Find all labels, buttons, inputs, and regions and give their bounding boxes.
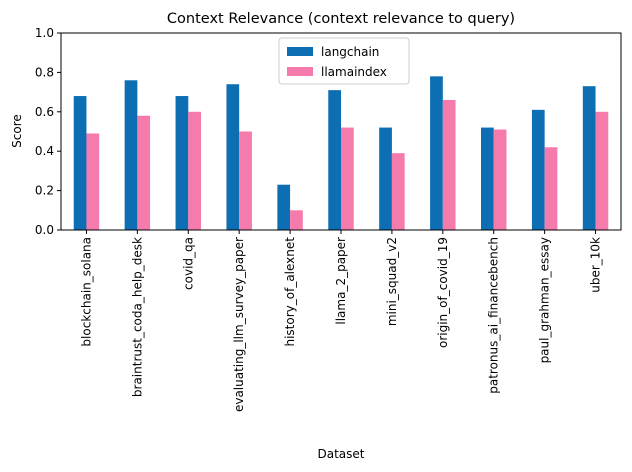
legend: langchain llamaindex	[279, 38, 409, 84]
x-tick-label: llama_2_paper	[334, 237, 348, 325]
x-axis: blockchain_solana braintrust_coda_help_de…	[79, 230, 602, 412]
x-tick-label: evaluating_llm_survey_paper	[232, 237, 246, 412]
bar-llamaindex-braintrust_coda_help_desk	[137, 116, 150, 230]
bar-langchain-blockchain_solana	[74, 96, 87, 230]
bar-langchain-patronus_ai_financebench	[481, 128, 494, 230]
y-tick-label: 0.0	[35, 223, 54, 237]
legend-label-langchain: langchain	[321, 45, 379, 59]
x-tick-label: mini_squad_v2	[385, 237, 399, 326]
legend-swatch-llamaindex	[287, 67, 313, 76]
bar-llamaindex-origin_of_covid_19	[443, 100, 456, 230]
chart-title: Context Relevance (context relevance to …	[167, 11, 515, 27]
x-axis-label: Dataset	[318, 447, 365, 461]
x-tick-label: patronus_ai_financebench	[487, 237, 501, 394]
x-tick-label: history_of_alexnet	[283, 237, 297, 347]
y-axis-label: Score	[10, 114, 24, 148]
x-tick-label: paul_grahman_essay	[538, 237, 552, 363]
x-tick-label: covid_qa	[181, 237, 195, 290]
bar-langchain-mini_squad_v2	[379, 128, 392, 230]
bar-llamaindex-paul_grahman_essay	[545, 147, 558, 230]
bar-llamaindex-history_of_alexnet	[290, 210, 303, 230]
bar-langchain-covid_qa	[176, 96, 189, 230]
bar-langchain-braintrust_coda_help_desk	[125, 80, 138, 230]
bar-llamaindex-blockchain_solana	[86, 133, 99, 230]
y-axis: 0.0 0.2 0.4 0.6 0.8 1.0	[35, 26, 61, 237]
y-tick-label: 0.4	[35, 144, 54, 158]
legend-label-llamaindex: llamaindex	[321, 65, 387, 79]
bar-llamaindex-covid_qa	[188, 112, 201, 230]
x-tick-label: blockchain_solana	[79, 237, 93, 347]
bar-langchain-uber_10k	[583, 86, 596, 230]
bar-langchain-llama_2_paper	[328, 90, 341, 230]
bar-langchain-origin_of_covid_19	[430, 76, 443, 230]
bar-llamaindex-uber_10k	[596, 112, 609, 230]
x-tick-label: uber_10k	[589, 237, 603, 293]
bar-llamaindex-mini_squad_v2	[392, 153, 405, 230]
bar-langchain-history_of_alexnet	[277, 185, 290, 230]
bar-llamaindex-evaluating_llm_survey_paper	[239, 132, 252, 231]
y-tick-label: 0.6	[35, 105, 54, 119]
bar-llamaindex-patronus_ai_financebench	[494, 130, 507, 230]
x-tick-label: braintrust_coda_help_desk	[130, 237, 144, 397]
bars-layer	[74, 76, 609, 230]
y-tick-label: 1.0	[35, 26, 54, 40]
y-tick-label: 0.8	[35, 65, 54, 79]
bar-llamaindex-llama_2_paper	[341, 128, 354, 230]
x-tick-label: origin_of_covid_19	[436, 237, 450, 348]
bar-langchain-evaluating_llm_survey_paper	[226, 84, 239, 230]
bar-langchain-paul_grahman_essay	[532, 110, 545, 230]
legend-swatch-langchain	[287, 47, 313, 56]
y-tick-label: 0.2	[35, 184, 54, 198]
